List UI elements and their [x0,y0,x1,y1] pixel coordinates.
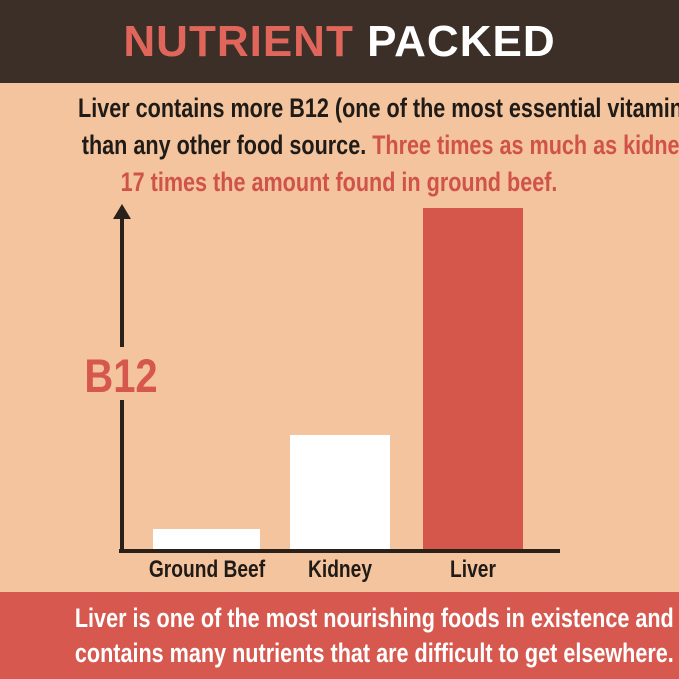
intro-text: Liver contains more B12 (one of the most… [0,90,679,201]
y-axis-label: B12 [84,349,158,402]
intro-line-1-text: Liver contains more B12 (one of the most… [78,93,679,123]
footer-line-1-text: Liver is one of the most nourishing food… [74,603,674,633]
footer-bar: Liver is one of the most nourishing food… [0,592,679,679]
bar-kidney [290,435,390,549]
header-bar: NUTRIENT PACKED [0,0,679,83]
bar-liver [423,208,523,549]
page-title-packed: PACKED [367,17,556,66]
footer-line-1: Liver is one of the most nourishing food… [0,601,679,636]
footer-line-2: contains many nutrients that are difficu… [0,636,679,671]
intro-line-1: Liver contains more B12 (one of the most… [0,90,679,127]
intro-line-2-red: Three times as much as kidney and [372,130,679,160]
bar-label-liver: Liver [450,556,496,583]
page-title-nutrient: NUTRIENT [123,17,354,66]
intro-line-3: 17 times the amount found in ground beef… [0,164,679,201]
page-title: NUTRIENT PACKED [123,17,555,66]
y-axis-lower-segment [120,400,124,549]
footer-line-2-text: contains many nutrients that are difficu… [74,638,674,668]
y-axis-upper-segment [120,217,124,347]
intro-line-2: than any other food source. Three times … [0,127,679,164]
intro-line-2-text: than any other food source. Three times … [82,127,679,164]
bar-label-ground-beef: Ground Beef [148,556,265,583]
y-axis-arrow-icon [113,204,131,219]
intro-line-2-dark: than any other food source. [81,130,373,160]
bar-label-kidney: Kidney [307,556,373,583]
x-axis [119,549,560,553]
bar-ground-beef [153,529,260,549]
intro-line-3-text: 17 times the amount found in ground beef… [121,167,558,197]
